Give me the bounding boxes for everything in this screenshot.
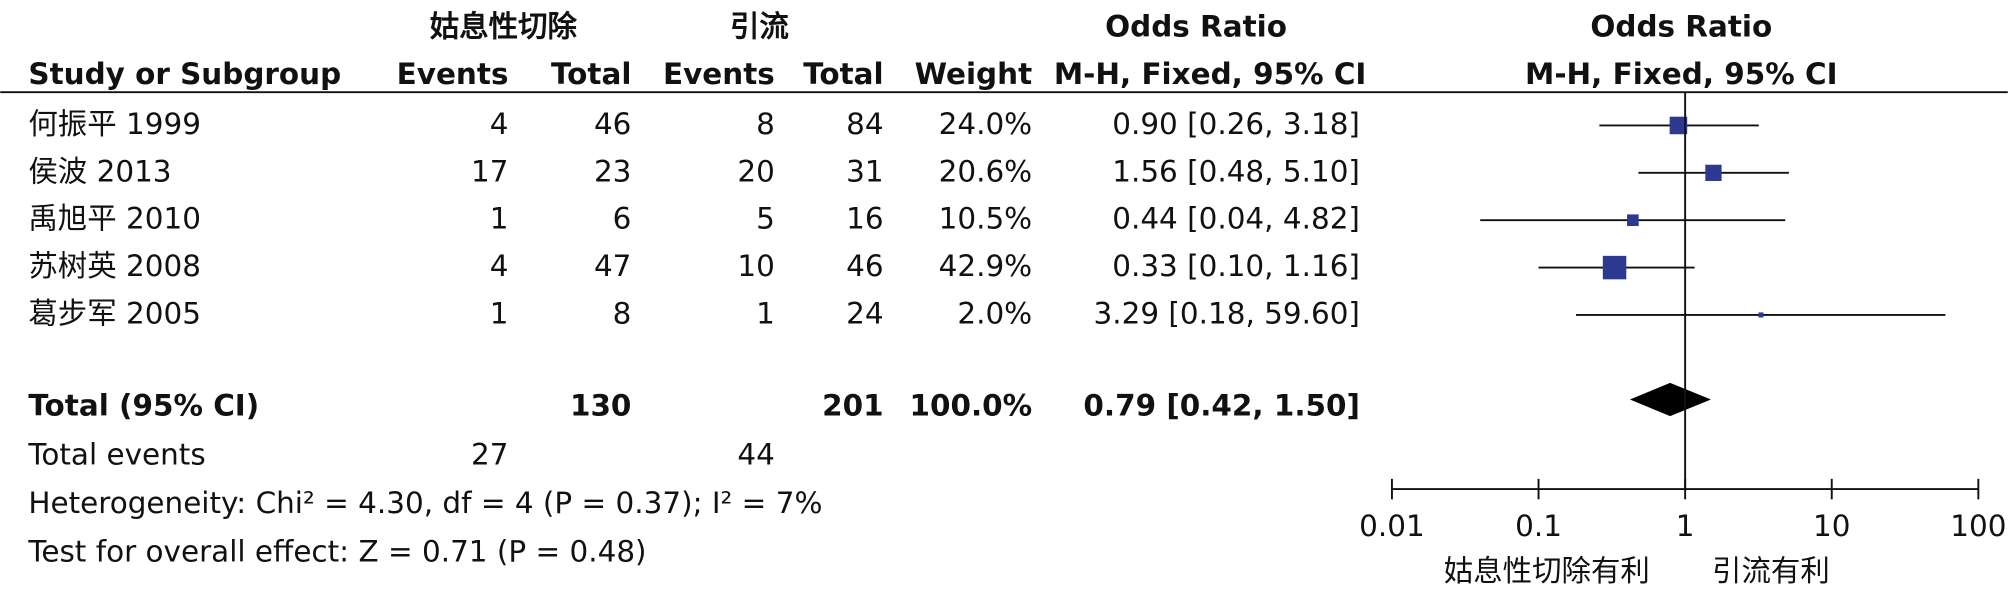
cell: 24 [846,296,883,330]
total-name: Total (95% CI) [28,389,259,423]
cell: 0.33 [0.10, 1.16] [1112,249,1360,283]
total-cell: 0.79 [0.42, 1.50] [1083,389,1359,423]
column-header: Events [397,57,509,91]
cell: 1.56 [0.48, 5.10] [1112,154,1360,188]
cell: 1 [490,296,509,330]
cell: 0.90 [0.26, 3.18] [1112,107,1360,141]
effect-square [1602,255,1627,280]
x-tick-label: 0.01 [1359,509,1425,543]
overall-effect: Test for overall effect: Z = 0.71 (P = 0… [27,535,646,569]
column-header: Weight [915,57,1033,91]
summary-diamond [1629,382,1711,417]
cell: 17 [471,154,508,188]
cell: 2.0% [957,296,1032,330]
x-tick-label: 100 [1950,509,2006,543]
study-name: 何振平 1999 [28,107,201,141]
heterogeneity: Heterogeneity: Chi² = 4.30, df = 4 (P = … [28,486,822,520]
total-events-name: Total events [27,437,205,471]
column-header: M-H, Fixed, 95% CI [1054,57,1367,91]
study-name: 侯波 2013 [28,154,171,188]
cell: 16 [846,202,883,236]
cell: 20 [737,154,774,188]
cell: 31 [846,154,883,188]
column-header: Odds Ratio [1105,10,1287,44]
effect-square [1669,116,1688,135]
total-cell: 130 [570,389,631,423]
favours-label: 引流有利 [1712,554,1830,588]
cell: 46 [846,249,883,283]
cell: 84 [846,107,883,141]
x-tick-label: 0.1 [1515,509,1562,543]
column-header: Study or Subgroup [28,57,341,91]
cell: 47 [594,249,631,283]
cell: 10 [737,249,774,283]
x-tick-label: 10 [1813,509,1850,543]
cell: 0.44 [0.04, 4.82] [1112,202,1360,236]
cell: 24.0% [939,107,1033,141]
study-name: 葛步军 2005 [28,296,201,330]
cell: 4 [490,249,509,283]
cell: 6 [613,202,632,236]
column-header: Total [551,57,631,91]
cell: 44 [737,437,774,471]
column-header: Events [663,57,775,91]
effect-square [1705,164,1722,181]
plot-header: M-H, Fixed, 95% CI [1525,57,1838,91]
cell: 42.9% [939,249,1033,283]
cell: 8 [613,296,632,330]
cell: 27 [471,437,508,471]
x-tick-label: 1 [1676,509,1695,543]
plot-header: Odds Ratio [1590,10,1772,44]
cell: 4 [490,107,509,141]
group-header: 姑息性切除 [430,10,578,44]
cell: 1 [756,296,775,330]
cell: 23 [594,154,631,188]
study-name: 苏树英 2008 [28,249,201,283]
column-header: Total [803,57,883,91]
cell: 3.29 [0.18, 59.60] [1094,296,1360,330]
group-header: 引流 [730,10,789,44]
cell: 1 [490,202,509,236]
cell: 46 [594,107,631,141]
study-name: 禹旭平 2010 [28,202,201,236]
effect-square [1758,312,1764,318]
cell: 8 [756,107,775,141]
cell: 20.6% [939,154,1033,188]
cell: 10.5% [939,202,1033,236]
favours-label: 姑息性切除有利 [1444,554,1650,588]
cell: 5 [756,202,775,236]
total-cell: 201 [822,389,883,423]
effect-square [1627,214,1639,227]
total-cell: 100.0% [910,389,1033,423]
